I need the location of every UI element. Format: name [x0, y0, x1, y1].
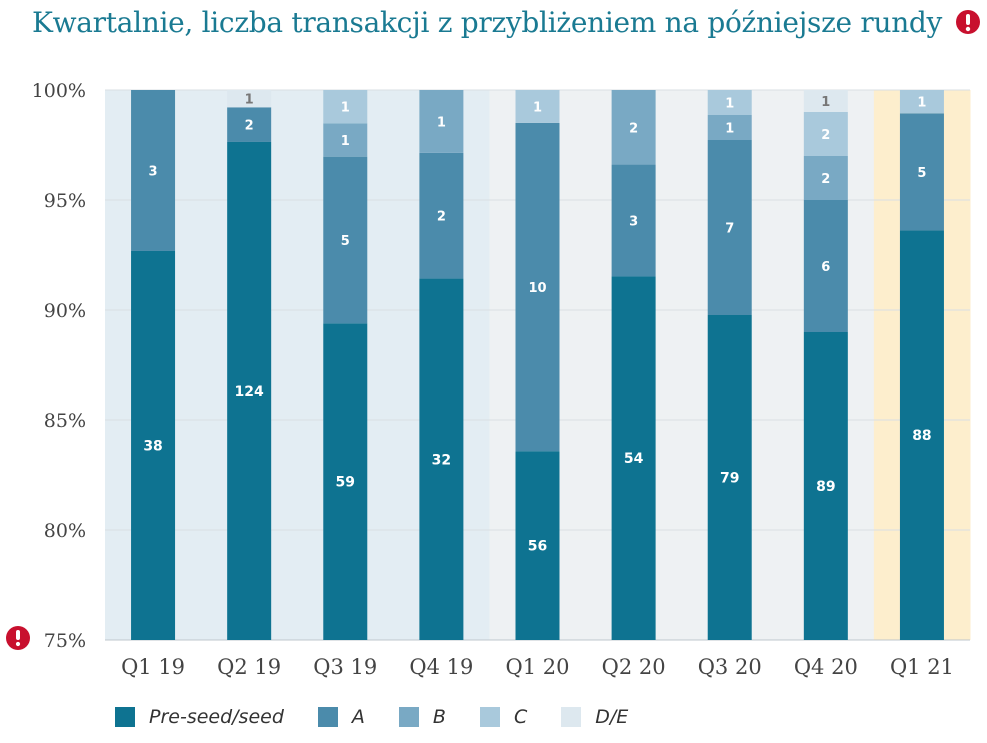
warning-icon — [955, 10, 980, 34]
data-label: 1 — [437, 115, 446, 130]
legend-label: B — [432, 706, 446, 728]
bar-segment — [515, 122, 560, 452]
data-label: 5 — [341, 234, 350, 249]
data-label: 32 — [432, 452, 451, 468]
bar-segment — [899, 230, 944, 640]
data-label: 89 — [816, 479, 835, 495]
x-tick-label: Q1 19 — [121, 655, 185, 679]
legend-swatch — [317, 707, 338, 727]
warning-icon-dot — [15, 641, 21, 647]
data-label: 59 — [336, 475, 355, 491]
y-tick-label: 75% — [44, 630, 86, 652]
legend-item: B — [398, 706, 446, 728]
data-label: 88 — [912, 428, 931, 444]
data-label: 1 — [917, 96, 926, 111]
bar-segment — [803, 90, 848, 112]
bar-segment — [707, 140, 752, 315]
bar-segment — [803, 112, 848, 156]
x-tick-label: Q2 20 — [602, 655, 666, 679]
legend: Pre-seed/seed A B C D/E — [115, 706, 662, 728]
data-label: 5 — [917, 166, 926, 181]
data-label: 7 — [725, 222, 734, 237]
x-tick-label: Q2 19 — [217, 655, 281, 679]
bar-segment — [515, 90, 560, 123]
data-label: 2 — [821, 128, 830, 143]
bar-segment — [419, 278, 464, 640]
stacked-bar-chart: 75% 80% 85% 90% 95% 100% 38 3 Q1 19 124 2 1 Q2 19 59 5… — [6, 80, 971, 679]
y-tick-label: 85% — [44, 410, 86, 432]
warning-icon-bar — [16, 630, 20, 640]
legend-swatch — [561, 707, 582, 727]
data-label: 1 — [725, 97, 734, 112]
x-tick-label: Q1 20 — [506, 655, 570, 679]
legend-item: Pre-seed/seed — [115, 706, 284, 728]
bar-segment — [611, 164, 656, 277]
bar-segment — [707, 315, 752, 640]
bar-segment — [419, 152, 464, 279]
y-tick-label: 90% — [44, 300, 86, 322]
data-label: 1 — [821, 95, 830, 110]
bar-segment — [323, 90, 368, 124]
legend-swatch — [398, 707, 419, 727]
bar-segment — [899, 90, 944, 114]
data-label: 2 — [629, 121, 638, 136]
data-label: 3 — [149, 164, 158, 179]
bar-segment — [899, 113, 944, 231]
y-tick-label: 100% — [32, 80, 86, 102]
bar-segment — [227, 90, 272, 108]
bar-segment — [803, 200, 848, 332]
bar-segment — [227, 107, 272, 142]
x-tick-label: Q4 20 — [794, 655, 858, 679]
legend-label: D/E — [595, 706, 629, 728]
data-label: 2 — [437, 210, 446, 225]
data-label: 1 — [341, 101, 350, 116]
bar-segment — [803, 156, 848, 200]
bar-segment — [611, 90, 656, 165]
legend-label: Pre-seed/seed — [149, 706, 284, 728]
bar-segment — [803, 332, 848, 640]
bar-segment — [707, 115, 752, 140]
data-label: 38 — [143, 438, 162, 454]
data-label: 1 — [245, 93, 254, 108]
legend-label: C — [513, 706, 528, 728]
legend-item: D/E — [561, 706, 628, 728]
bar-segment — [707, 90, 752, 115]
data-label: 6 — [821, 260, 830, 275]
x-tick-label: Q4 19 — [409, 655, 473, 679]
data-label: 1 — [725, 122, 734, 137]
y-tick-label: 95% — [44, 190, 86, 212]
bar-segment — [131, 90, 176, 251]
bar-segment — [227, 141, 272, 640]
legend-label: A — [351, 706, 365, 728]
data-label: 54 — [624, 451, 644, 467]
data-label: 10 — [528, 281, 546, 296]
data-label: 79 — [720, 471, 739, 487]
x-tick-label: Q1 21 — [890, 655, 954, 679]
legend-item: C — [479, 706, 528, 728]
bar-segment — [323, 123, 368, 157]
data-label: 1 — [341, 134, 350, 149]
legend-swatch — [115, 707, 135, 727]
x-tick-label: Q3 19 — [313, 655, 377, 679]
bar-segment — [131, 250, 176, 640]
bar-segment — [419, 90, 464, 153]
data-label: 3 — [629, 215, 638, 230]
data-label: 56 — [528, 539, 547, 555]
bar-segment — [323, 323, 368, 640]
data-label: 2 — [821, 172, 830, 187]
bar-segment — [611, 276, 656, 640]
chart-title-text: Kwartalnie, liczba transakcji z przybliż… — [32, 6, 943, 39]
data-label: 124 — [235, 384, 264, 400]
bar-segment — [515, 451, 560, 640]
bar-segment — [323, 156, 368, 324]
legend-swatch — [479, 707, 500, 727]
data-label: 1 — [533, 100, 542, 115]
x-tick-label: Q3 20 — [698, 655, 762, 679]
data-label: 2 — [245, 119, 254, 134]
chart-title: Kwartalnie, liczba transakcji z przybliż… — [32, 6, 981, 39]
y-tick-label: 80% — [44, 520, 86, 542]
legend-item: A — [317, 706, 365, 728]
